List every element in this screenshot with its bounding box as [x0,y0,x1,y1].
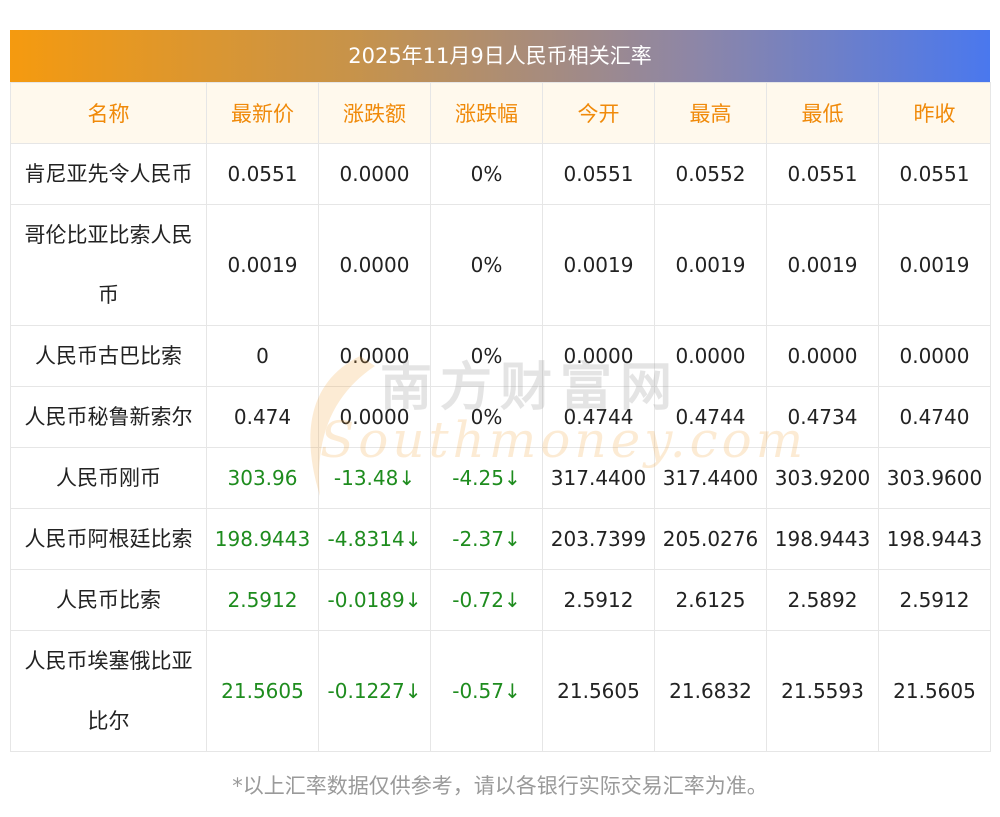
latest-cell: 2.5912 [206,569,319,631]
table-row: 人民币埃塞俄比亚比尔 21.5605 -0.1227↓ -0.57↓ 21.5605 21… [10,630,991,752]
change-pct-cell: 0% [430,204,543,326]
low-cell: 0.0551 [766,143,879,205]
prev-close-cell: 0.0000 [878,325,991,387]
high-cell: 317.4400 [654,447,767,509]
prev-close-cell: 0.0551 [878,143,991,205]
latest-cell: 198.9443 [206,508,319,570]
currency-name-cell: 哥伦比亚比索人民币 [10,204,207,326]
change-pct-cell: -2.37↓ [430,508,543,570]
low-cell: 2.5892 [766,569,879,631]
high-cell: 205.0276 [654,508,767,570]
latest-cell: 303.96 [206,447,319,509]
table-header-row: 名称 最新价 涨跌额 涨跌幅 今开 最高 最低 昨收 [10,82,991,144]
header-open: 今开 [542,82,655,144]
low-cell: 0.0000 [766,325,879,387]
low-cell: 0.0019 [766,204,879,326]
open-cell: 21.5605 [542,630,655,752]
change-cell: -0.0189↓ [318,569,431,631]
table-row: 人民币刚币 303.96 -13.48↓ -4.25↓ 317.4400 317.4400… [10,447,991,509]
table-row: 人民币阿根廷比索 198.9443 -4.8314↓ -2.37↓ 203.7399 20… [10,508,991,570]
latest-cell: 0.0019 [206,204,319,326]
change-cell: -13.48↓ [318,447,431,509]
table-row: 人民币秘鲁新索尔 0.474 0.0000 0% 0.4744 0.4744 0.4734 0… [10,386,991,448]
header-high: 最高 [654,82,767,144]
low-cell: 198.9443 [766,508,879,570]
prev-close-cell: 0.4740 [878,386,991,448]
table-row: 人民币古巴比索 0 0.0000 0% 0.0000 0.0000 0.0000 0.0000 [10,325,991,387]
currency-name-cell: 人民币阿根廷比索 [10,508,207,570]
high-cell: 21.6832 [654,630,767,752]
change-pct-cell: 0% [430,325,543,387]
latest-cell: 21.5605 [206,630,319,752]
high-cell: 0.0000 [654,325,767,387]
prev-close-cell: 303.9600 [878,447,991,509]
prev-close-cell: 21.5605 [878,630,991,752]
table-row: 人民币比索 2.5912 -0.0189↓ -0.72↓ 2.5912 2.6125 2.5… [10,569,991,631]
change-cell: 0.0000 [318,386,431,448]
rate-table-container: 2025年11月9日人民币相关汇率 名称 最新价 涨跌额 涨跌幅 今开 最高 最… [10,30,991,752]
open-cell: 317.4400 [542,447,655,509]
latest-cell: 0.474 [206,386,319,448]
header-latest: 最新价 [206,82,319,144]
high-cell: 2.6125 [654,569,767,631]
prev-close-cell: 0.0019 [878,204,991,326]
low-cell: 21.5593 [766,630,879,752]
header-prev-close: 昨收 [878,82,991,144]
change-pct-cell: -0.57↓ [430,630,543,752]
low-cell: 0.4734 [766,386,879,448]
header-name: 名称 [10,82,207,144]
open-cell: 0.0019 [542,204,655,326]
header-change: 涨跌额 [318,82,431,144]
header-low: 最低 [766,82,879,144]
currency-name-cell: 肯尼亚先令人民币 [10,143,207,205]
change-cell: -0.1227↓ [318,630,431,752]
currency-name-cell: 人民币刚币 [10,447,207,509]
change-cell: 0.0000 [318,325,431,387]
latest-cell: 0.0551 [206,143,319,205]
table-row: 哥伦比亚比索人民币 0.0019 0.0000 0% 0.0019 0.0019 0.001… [10,204,991,326]
low-cell: 303.9200 [766,447,879,509]
change-pct-cell: 0% [430,143,543,205]
change-cell: 0.0000 [318,143,431,205]
open-cell: 0.0551 [542,143,655,205]
latest-cell: 0 [206,325,319,387]
change-pct-cell: -4.25↓ [430,447,543,509]
change-cell: 0.0000 [318,204,431,326]
table-title: 2025年11月9日人民币相关汇率 [10,30,990,82]
high-cell: 0.0019 [654,204,767,326]
table-row: 肯尼亚先令人民币 0.0551 0.0000 0% 0.0551 0.0552 0.0551… [10,143,991,205]
footnote: *以上汇率数据仅供参考，请以各银行实际交易汇率为准。 [232,774,768,798]
high-cell: 0.4744 [654,386,767,448]
table-body: 肯尼亚先令人民币 0.0551 0.0000 0% 0.0551 0.0552 0.0551… [10,143,991,752]
currency-name-cell: 人民币埃塞俄比亚比尔 [10,630,207,752]
currency-name-cell: 人民币比索 [10,569,207,631]
change-pct-cell: 0% [430,386,543,448]
currency-name-cell: 人民币秘鲁新索尔 [10,386,207,448]
high-cell: 0.0552 [654,143,767,205]
exchange-rate-table: 名称 最新价 涨跌额 涨跌幅 今开 最高 最低 昨收 肯尼亚先令人民币 0.055… [10,82,991,752]
prev-close-cell: 198.9443 [878,508,991,570]
change-pct-cell: -0.72↓ [430,569,543,631]
open-cell: 2.5912 [542,569,655,631]
prev-close-cell: 2.5912 [878,569,991,631]
header-change-pct: 涨跌幅 [430,82,543,144]
open-cell: 0.0000 [542,325,655,387]
open-cell: 0.4744 [542,386,655,448]
currency-name-cell: 人民币古巴比索 [10,325,207,387]
open-cell: 203.7399 [542,508,655,570]
change-cell: -4.8314↓ [318,508,431,570]
